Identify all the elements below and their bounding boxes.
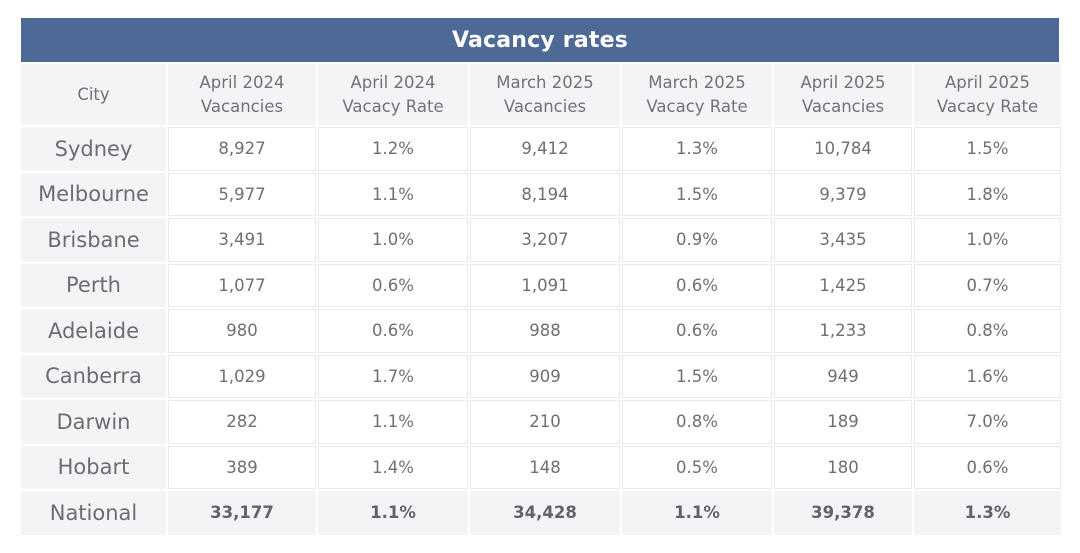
table-cell: 1,029: [168, 354, 316, 398]
column-header: April 2024 Vacacy Rate: [318, 64, 468, 125]
table-cell: 9,412: [470, 127, 620, 171]
total-cell: 34,428: [470, 491, 620, 535]
table-cell: 1.0%: [318, 218, 468, 262]
total-cell: 1.1%: [622, 491, 772, 535]
table-cell: 389: [168, 445, 316, 489]
table-cell: 0.5%: [622, 445, 772, 489]
row-city-label: Canberra: [21, 354, 166, 398]
table-cell: 1.1%: [318, 400, 468, 444]
table-grid: City April 2024 Vacancies April 2024 Vacacy …: [21, 64, 1061, 535]
row-city-label: Brisbane: [21, 218, 166, 262]
table-cell: 0.7%: [914, 263, 1061, 307]
column-header: March 2025 Vacacy Rate: [622, 64, 772, 125]
column-header-city: City: [21, 64, 166, 125]
table-cell: 1,091: [470, 263, 620, 307]
table-cell: 1.8%: [914, 172, 1061, 216]
table-cell: 1.3%: [622, 127, 772, 171]
table-cell: 8,194: [470, 172, 620, 216]
table-cell: 0.6%: [318, 263, 468, 307]
table-cell: 3,491: [168, 218, 316, 262]
table-cell: 1,077: [168, 263, 316, 307]
table-cell: 0.6%: [914, 445, 1061, 489]
table-cell: 180: [774, 445, 912, 489]
table-cell: 988: [470, 309, 620, 353]
table-cell: 282: [168, 400, 316, 444]
row-city-label: Darwin: [21, 400, 166, 444]
table-cell: 189: [774, 400, 912, 444]
table-cell: 1.0%: [914, 218, 1061, 262]
row-city-label: Hobart: [21, 445, 166, 489]
table-cell: 10,784: [774, 127, 912, 171]
row-city-label: Melbourne: [21, 172, 166, 216]
table-cell: 949: [774, 354, 912, 398]
table-cell: 3,207: [470, 218, 620, 262]
table-cell: 1.2%: [318, 127, 468, 171]
table-cell: 909: [470, 354, 620, 398]
table-title: Vacancy rates: [21, 18, 1059, 62]
table-cell: 1.6%: [914, 354, 1061, 398]
table-cell: 148: [470, 445, 620, 489]
total-cell: 39,378: [774, 491, 912, 535]
table-cell: 1.5%: [622, 172, 772, 216]
table-cell: 3,435: [774, 218, 912, 262]
row-city-label: Perth: [21, 263, 166, 307]
column-header: March 2025 Vacancies: [470, 64, 620, 125]
table-cell: 0.6%: [622, 309, 772, 353]
table-cell: 7.0%: [914, 400, 1061, 444]
table-cell: 0.8%: [914, 309, 1061, 353]
table-cell: 1.5%: [622, 354, 772, 398]
total-cell: 1.1%: [318, 491, 468, 535]
column-header: April 2025 Vacancies: [774, 64, 912, 125]
row-city-label: National: [21, 491, 166, 535]
total-cell: 33,177: [168, 491, 316, 535]
table-cell: 0.8%: [622, 400, 772, 444]
total-cell: 1.3%: [914, 491, 1061, 535]
table-cell: 980: [168, 309, 316, 353]
table-cell: 1.1%: [318, 172, 468, 216]
table-cell: 1,233: [774, 309, 912, 353]
row-city-label: Adelaide: [21, 309, 166, 353]
table-cell: 8,927: [168, 127, 316, 171]
vacancy-table: Vacancy rates City April 2024 Vacancies Apr…: [21, 18, 1061, 535]
column-header: April 2025 Vacacy Rate: [914, 64, 1061, 125]
table-cell: 0.6%: [622, 263, 772, 307]
table-cell: 1.4%: [318, 445, 468, 489]
table-cell: 0.6%: [318, 309, 468, 353]
table-cell: 0.9%: [622, 218, 772, 262]
table-cell: 5,977: [168, 172, 316, 216]
table-cell: 1.5%: [914, 127, 1061, 171]
table-cell: 1.7%: [318, 354, 468, 398]
row-city-label: Sydney: [21, 127, 166, 171]
table-cell: 1,425: [774, 263, 912, 307]
column-header: April 2024 Vacancies: [168, 64, 316, 125]
table-cell: 210: [470, 400, 620, 444]
table-cell: 9,379: [774, 172, 912, 216]
